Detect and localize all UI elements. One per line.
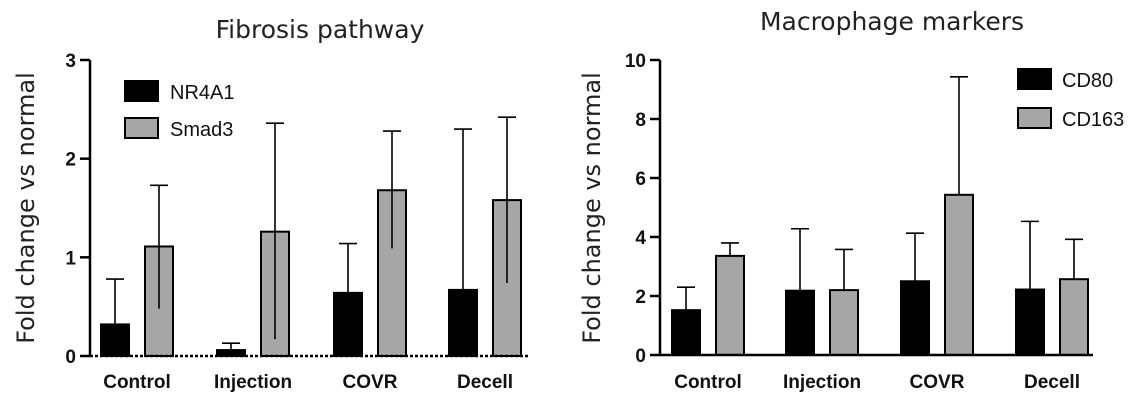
x-tick-label: Injection [214,372,292,393]
y-tick-label: 2 [65,150,76,171]
y-tick-label: 10 [625,51,646,72]
y-tick-label: 0 [65,347,76,368]
y-axis-label: Fold change vs normal [12,72,40,344]
y-tick-label: 6 [635,169,646,190]
y-tick-label: 3 [65,51,76,72]
y-tick-label: 1 [65,248,76,269]
chart-title: Fibrosis pathway [216,15,425,44]
legend: CD80 CD163 [1017,68,1124,131]
legend: NR4A1 Smad3 [124,80,234,141]
chart-macrophage-markers: Macrophage markers Fold change vs normal… [578,7,1124,393]
x-tick-label: COVR [343,372,398,393]
legend-label-smad3: Smad3 [170,119,233,141]
chart-fibrosis-pathway: Fibrosis pathway Fold change vs normal 0… [12,15,530,393]
y-tick-label: 2 [635,287,646,308]
x-tick-label: Control [103,372,171,393]
legend-swatch-cd163 [1017,107,1052,129]
y-tick-label: 8 [635,110,646,131]
bar-nr4a1-control [100,323,130,357]
y-tick-label: 4 [635,228,646,249]
legend-swatch-cd80 [1017,68,1052,90]
x-tick-label: COVR [910,372,965,393]
chart-title: Macrophage markers [760,7,1024,36]
bar-cd80-covr [900,280,930,356]
bar-cd80-decell [1015,288,1045,357]
x-tick-label: Injection [783,372,861,393]
legend-swatch-smad3 [124,117,159,139]
bar-cd163-injection [829,289,859,357]
bar-nr4a1-covr [333,291,363,357]
legend-swatch-nr4a1 [124,80,159,102]
y-axis-label: Fold change vs normal [578,72,606,344]
legend-label-nr4a1: NR4A1 [170,82,234,104]
x-tick-label: Decell [1024,372,1080,393]
bar-nr4a1-decell [448,288,478,358]
y-tick-label: 0 [635,346,646,367]
x-tick-label: Control [674,372,742,393]
x-tick-label: Decell [457,372,513,393]
bar-cd80-control [671,309,701,357]
plot-area: 0 1 2 3 Control Injection COVR Decell [65,51,530,393]
legend-label-cd80: CD80 [1062,70,1113,92]
bar-cd80-injection [785,289,815,356]
legend-label-cd163: CD163 [1062,109,1124,131]
bar-cd163-covr [944,193,974,356]
bar-cd163-control [715,254,745,357]
bar-cd163-decell [1059,278,1089,356]
plot-area: 0 2 4 6 8 10 Control Injection COVR Decell [625,51,1093,393]
